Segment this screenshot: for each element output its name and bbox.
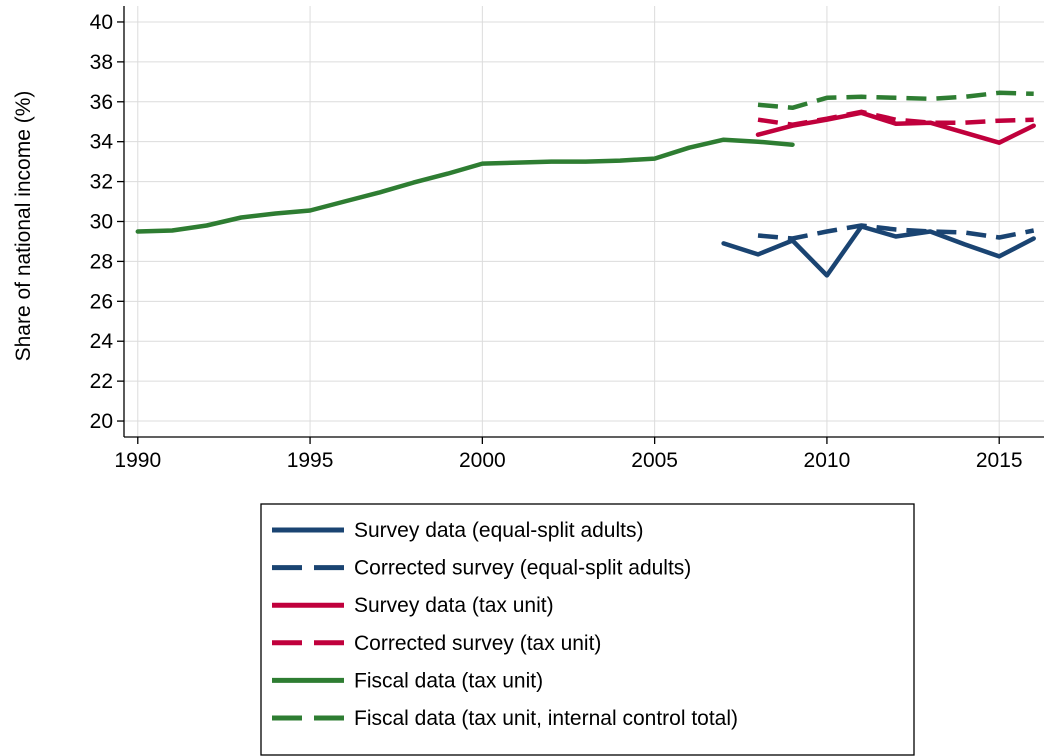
legend-label-6: Fiscal data (tax unit, internal control … [354, 707, 738, 730]
legend-label-5: Fiscal data (tax unit) [354, 669, 543, 692]
y-tick-label: 34 [90, 131, 114, 154]
legend-label-3: Survey data (tax unit) [354, 594, 554, 617]
legend: Survey data (equal-split adults) Correcte… [260, 503, 915, 756]
x-tick-label: 2010 [804, 449, 851, 472]
series-line-6 [757, 90, 1034, 111]
y-tick-label: 30 [90, 211, 113, 234]
y-tick-label: 40 [90, 11, 113, 34]
y-tick-label: 32 [90, 171, 113, 194]
x-tick-label: 2015 [976, 449, 1023, 472]
y-axis-title: Share of national income (%) [12, 91, 35, 362]
plot-series [135, 90, 1036, 278]
y-tick-label: 28 [90, 250, 113, 273]
series-line-1 [721, 224, 1036, 278]
y-tick-label: 24 [90, 330, 114, 353]
legend-box [260, 503, 915, 756]
y-tick-label: 36 [90, 91, 113, 114]
series-line-5 [135, 137, 795, 234]
series-line-2 [757, 223, 1035, 241]
y-tick-label: 38 [90, 51, 113, 74]
y-tick-label: 22 [90, 370, 113, 393]
axes: 20 22 24 26 28 30 32 34 36 38 40 1990 1995 2000 2005 20… [90, 6, 1044, 472]
legend-label-4: Corrected survey (tax unit) [354, 632, 601, 655]
x-tick-label: 2005 [631, 449, 678, 472]
legend-label-1: Survey data (equal-split adults) [354, 519, 643, 542]
x-tick-label: 2000 [459, 449, 506, 472]
x-tick-label: 1990 [114, 449, 161, 472]
legend-label-2: Corrected survey (equal-split adults) [354, 557, 691, 580]
y-tick-label: 20 [90, 410, 113, 433]
grid-lines [124, 6, 1044, 437]
y-tick-label: 26 [90, 290, 113, 313]
x-tick-label: 1995 [287, 449, 334, 472]
series-line-4 [757, 109, 1034, 127]
